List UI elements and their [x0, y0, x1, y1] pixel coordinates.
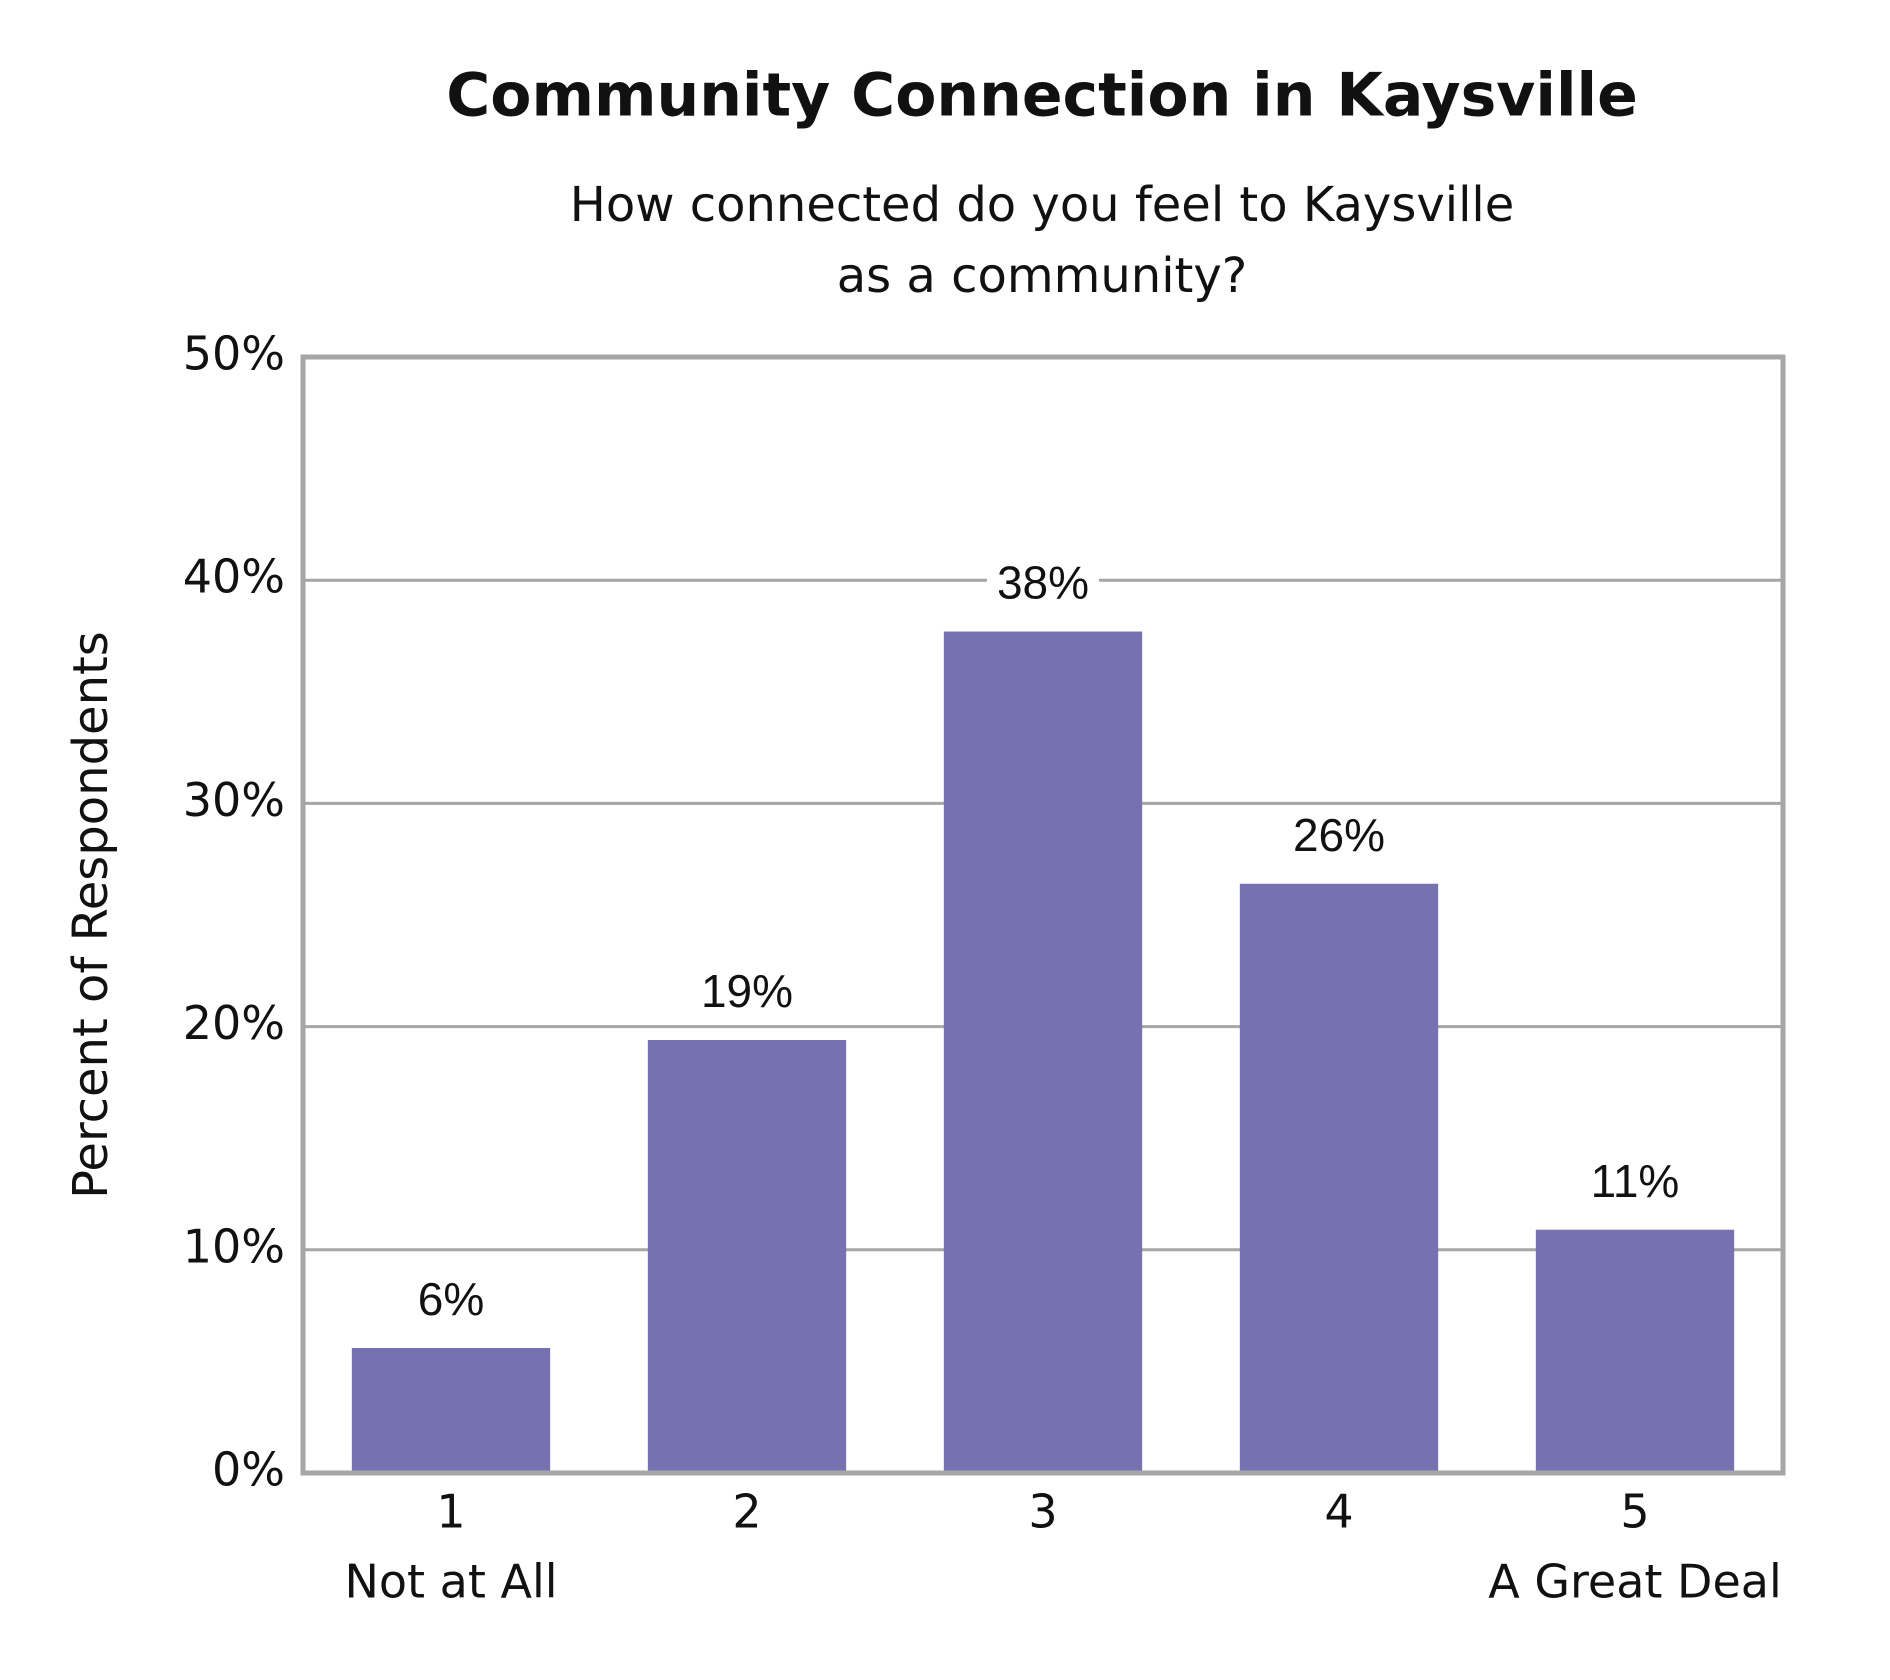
y-tick-label: 30%: [183, 773, 285, 827]
bar: [1239, 883, 1439, 1473]
x-tick-label: 2: [732, 1485, 761, 1539]
x-tick-label: 3: [1028, 1485, 1057, 1539]
chart-subtitle: as a community?: [837, 248, 1248, 304]
x-tick-label: 5: [1620, 1485, 1649, 1539]
value-label: 6%: [418, 1273, 484, 1325]
x-tick-label: 1: [436, 1485, 465, 1539]
value-label: 38%: [997, 557, 1089, 609]
x-tick-sublabel: Not at All: [344, 1555, 557, 1609]
value-label: 11%: [1591, 1155, 1680, 1207]
x-tick-sublabel: A Great Deal: [1488, 1555, 1781, 1609]
chart-title: Community Connection in Kaysville: [446, 61, 1638, 131]
y-tick-label: 40%: [183, 550, 285, 604]
chart-subtitle: How connected do you feel to Kaysville: [570, 177, 1515, 233]
value-label-bg: [987, 559, 1099, 612]
value-label-bg: [395, 1276, 507, 1329]
bar: [351, 1348, 551, 1473]
y-axis-label: Percent of Respondents: [63, 631, 119, 1199]
value-label: 26%: [1293, 809, 1385, 861]
plot-border: [300, 354, 1786, 1476]
y-tick-label: 20%: [183, 996, 285, 1050]
value-label: 19%: [701, 965, 793, 1017]
value-label-bg: [1579, 1157, 1691, 1210]
x-tick-label: 4: [1324, 1485, 1353, 1539]
y-tick-label: 50%: [183, 327, 285, 381]
y-tick-label: 10%: [183, 1219, 285, 1273]
y-tick-label: 0%: [212, 1443, 285, 1497]
bar: [647, 1039, 847, 1473]
value-label-bg: [1283, 811, 1395, 864]
value-label-bg: [691, 967, 803, 1020]
bar: [1535, 1229, 1735, 1473]
bar: [943, 631, 1143, 1473]
